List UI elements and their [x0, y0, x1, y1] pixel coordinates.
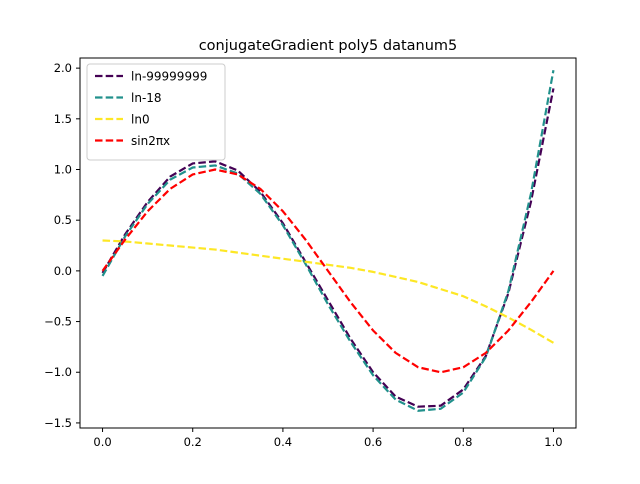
x-tick-label: 0.6: [364, 435, 382, 449]
y-tick-label: −1.0: [44, 365, 72, 379]
x-tick-label: 0.0: [93, 435, 111, 449]
series-line-2: [102, 239, 555, 344]
y-tick-label: −1.5: [44, 416, 72, 430]
chart-title: conjugateGradient poly5 datanum5: [199, 38, 458, 54]
x-tick-label: 0.4: [274, 435, 292, 449]
plot-area: [101, 69, 555, 412]
y-tick-label: 1.0: [54, 163, 72, 177]
legend-label-3: sin2πx: [131, 134, 170, 148]
x-tick-label: 0.2: [184, 435, 202, 449]
x-tick-label: 0.8: [454, 435, 472, 449]
y-tick-label: −0.5: [44, 315, 72, 329]
y-tick-label: 2.0: [54, 61, 72, 75]
axes-frame: [79, 57, 577, 429]
legend-box: [86, 63, 226, 161]
series-line-3: [101, 168, 555, 374]
y-tick-label: 0.5: [54, 213, 72, 227]
axes: 0.0 0.2 0.4 0.6 0.8 1.0 −1.5 −1.0 −0.5 0.0 0.5 1.0 1…: [44, 57, 577, 449]
y-tick-label: 1.5: [54, 112, 72, 126]
y-tick-label: 0.0: [54, 264, 72, 278]
legend-label-1: ln-18: [131, 91, 162, 105]
legend: ln-99999999 ln-18 ln0 sin2πx: [86, 63, 226, 161]
x-tick-label: 1.0: [544, 435, 562, 449]
series-line-1: [101, 69, 555, 412]
legend-label-2: ln0: [131, 113, 150, 127]
legend-label-0: ln-99999999: [131, 70, 207, 84]
